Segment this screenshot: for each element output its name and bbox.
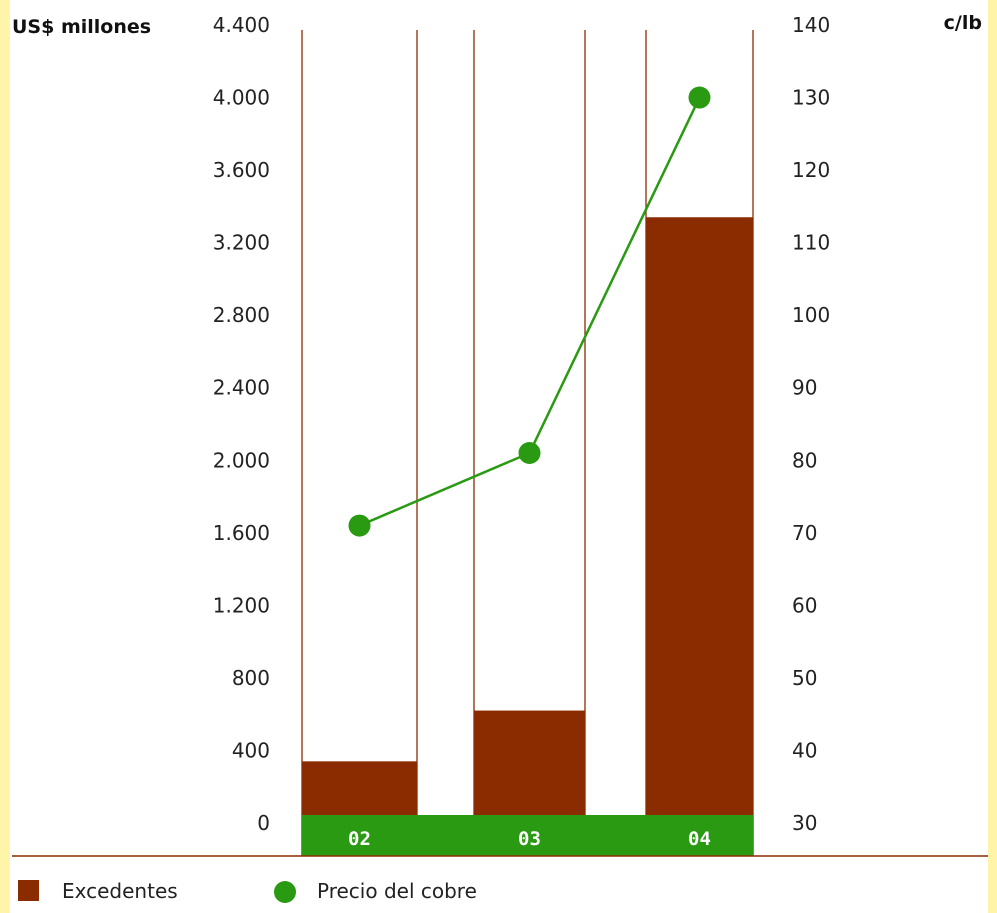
y-left-tick-label: 2.800 (213, 303, 270, 327)
legend-label-excedentes: Excedentes (62, 879, 178, 903)
y-left-tick-label: 800 (232, 666, 270, 690)
y-right-tick-label: 120 (792, 158, 830, 182)
y-right-tick-label: 100 (792, 303, 830, 327)
y-right-tick-label: 140 (792, 13, 830, 37)
bar-series (302, 217, 753, 815)
y-right-tick-label: 130 (792, 86, 830, 110)
y-left-tick-label: 1.200 (213, 593, 270, 617)
y-right-tick-label: 40 (792, 738, 817, 762)
y-right-tick-label: 80 (792, 448, 817, 472)
point-precio-04 (688, 86, 711, 109)
bar-excedentes-04 (646, 217, 753, 815)
y-left-axis-label: US$ millones (12, 16, 151, 38)
bar-excedentes-02 (302, 761, 417, 815)
category-band-bg (302, 815, 753, 856)
y-right-axis-label: c/lb (944, 12, 982, 34)
y-left-tick-label: 2.000 (213, 448, 270, 472)
y-left-tick-label: 2.400 (213, 376, 270, 400)
line-series (348, 86, 711, 537)
legend-label-precio: Precio del cobre (317, 879, 477, 903)
y-right-tick-label: 90 (792, 376, 817, 400)
legend: Excedentes Precio del cobre (18, 879, 477, 903)
right-edge-stripe (988, 0, 997, 913)
y-left-tick-label: 3.600 (213, 158, 270, 182)
y-axis-left: 0 400 800 1.200 1.600 2.000 2.400 2.800 3.200 3.6… (213, 13, 270, 835)
y-right-tick-label: 60 (792, 593, 817, 617)
y-left-tick-label: 1.600 (213, 521, 270, 545)
category-band: 02 03 04 (302, 815, 753, 856)
y-right-tick-label: 70 (792, 521, 817, 545)
y-right-tick-label: 30 (792, 811, 817, 835)
y-left-tick-label: 3.200 (213, 231, 270, 255)
y-right-tick-label: 110 (792, 231, 830, 255)
y-axis-right: 30 40 50 60 70 80 90 100 110 120 130 140 (792, 13, 830, 835)
point-precio-03 (518, 442, 541, 465)
legend-swatch-excedentes (18, 880, 39, 901)
left-edge-stripe (0, 0, 10, 913)
legend-marker-precio (274, 881, 296, 903)
y-left-tick-label: 0 (257, 811, 270, 835)
category-label-02: 02 (348, 828, 371, 850)
category-label-04: 04 (688, 828, 711, 850)
y-left-tick-label: 400 (232, 738, 270, 762)
y-left-tick-label: 4.000 (213, 86, 270, 110)
bar-excedentes-03 (474, 710, 585, 815)
category-label-03: 03 (518, 828, 541, 850)
y-right-tick-label: 50 (792, 666, 817, 690)
y-left-tick-label: 4.400 (213, 13, 270, 37)
point-precio-02 (348, 514, 371, 537)
